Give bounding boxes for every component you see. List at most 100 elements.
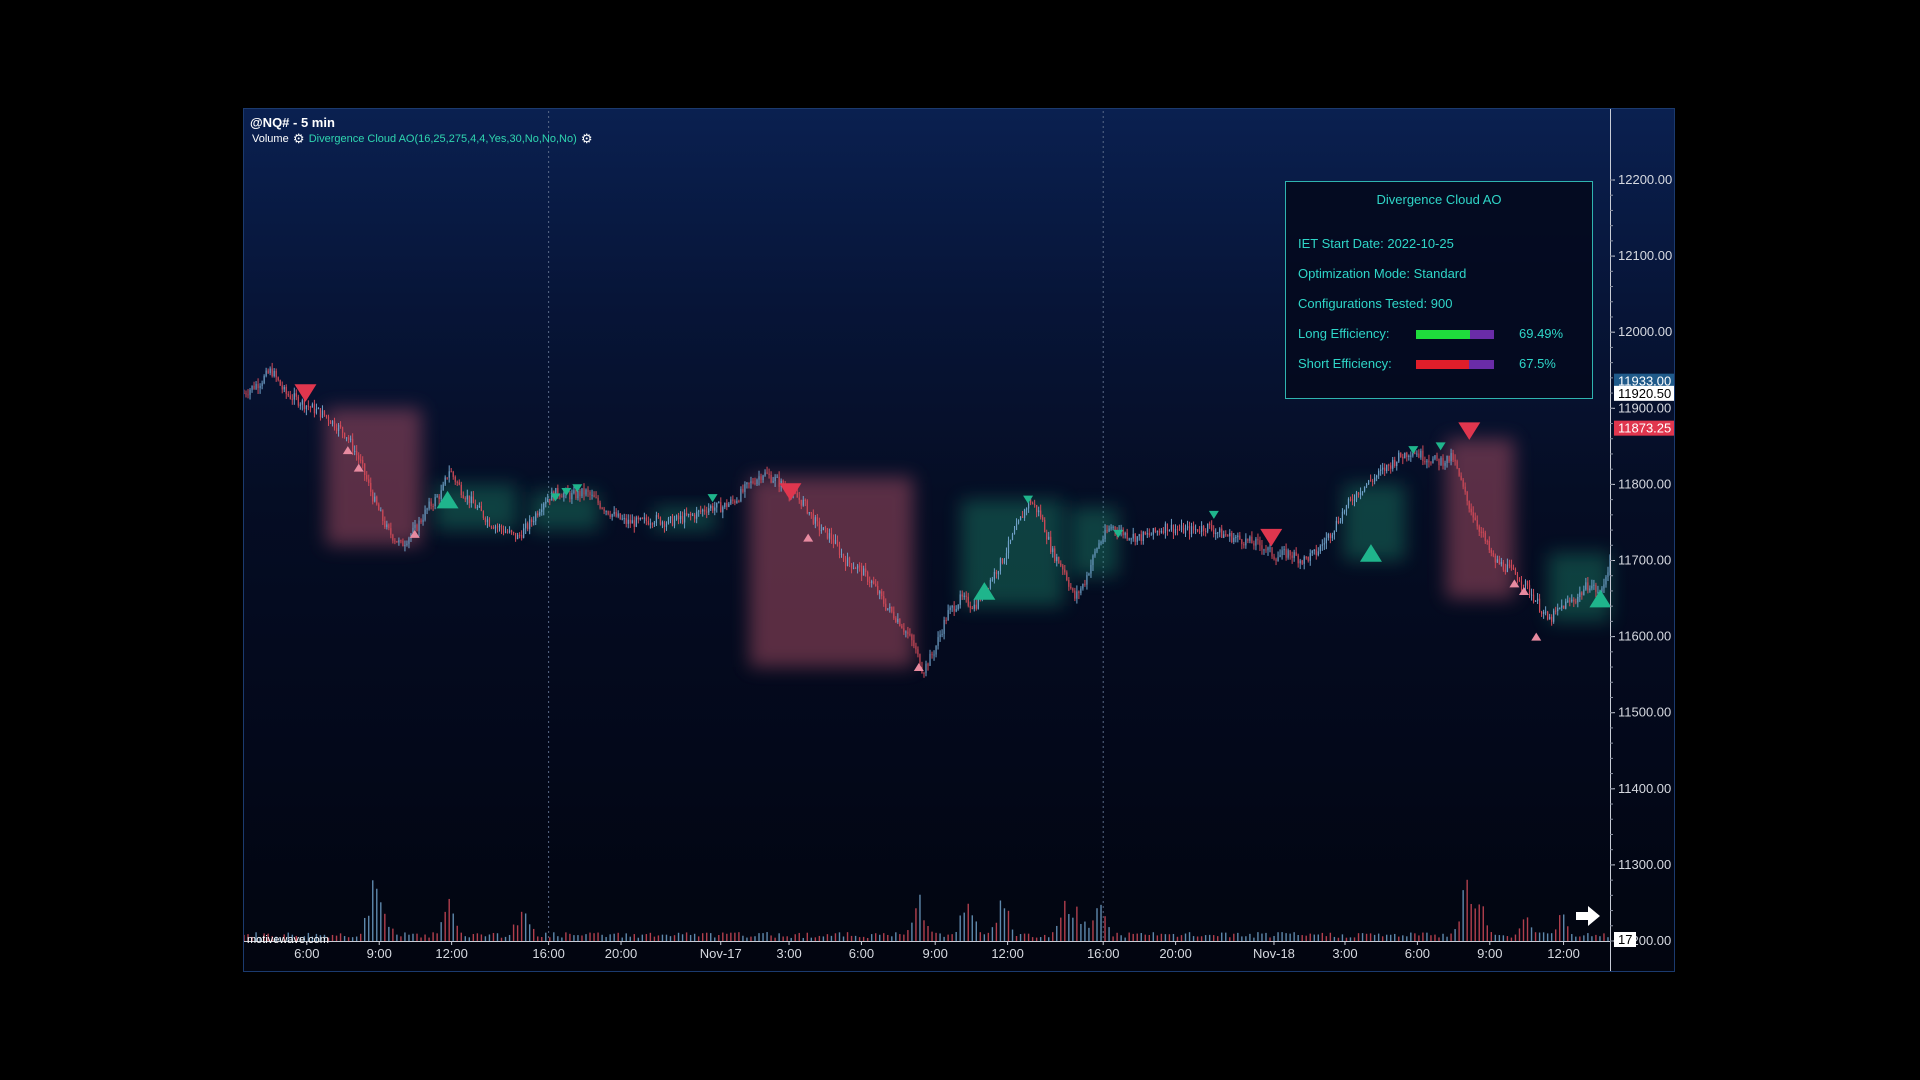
candle-body	[1231, 532, 1233, 542]
candle-body	[1174, 529, 1177, 534]
volume-bar	[476, 933, 479, 941]
volume-bar	[364, 917, 366, 941]
volume-bar	[528, 924, 531, 941]
candle-body	[661, 522, 664, 525]
volume-bar	[858, 937, 861, 941]
candle-body	[1510, 564, 1513, 568]
volume-bar	[1212, 935, 1215, 941]
candle-body	[1239, 535, 1241, 540]
candle-body	[337, 425, 340, 431]
candle-body	[1372, 480, 1374, 482]
bull-cloud	[1343, 484, 1406, 561]
candle-body	[846, 557, 849, 566]
candle-body	[1540, 611, 1543, 614]
volume-bar	[1204, 935, 1207, 941]
candle-body	[1345, 505, 1348, 512]
candle-body	[873, 581, 875, 584]
candle-body	[1410, 455, 1412, 457]
candle-body	[1203, 526, 1205, 531]
volume-bar	[1466, 879, 1468, 941]
divergence-marker-small	[707, 494, 718, 503]
volume-bar	[999, 900, 1002, 941]
volume-bar	[1249, 933, 1251, 941]
candle-body	[301, 400, 303, 405]
candle-body	[774, 477, 776, 482]
volume-bar	[746, 937, 748, 941]
candle-body	[295, 393, 297, 397]
candle-body	[1263, 549, 1265, 551]
study-row: Volume ⚙ Divergence Cloud AO(16,25,275,4…	[252, 131, 593, 146]
volume-bar	[1200, 936, 1203, 941]
x-tick-label: 9:00	[923, 946, 948, 961]
candle-body	[1585, 582, 1587, 590]
volume-bar	[1188, 932, 1191, 941]
candle-body	[452, 471, 454, 477]
volume-bar	[1365, 933, 1368, 941]
bull-cloud	[961, 499, 1064, 607]
candle-body	[1068, 580, 1070, 587]
volume-bar	[319, 935, 322, 941]
volume-bar	[500, 937, 503, 941]
candle-body	[327, 416, 330, 422]
candle-body	[352, 438, 354, 452]
candle-body	[432, 505, 434, 507]
volume-bar	[468, 937, 471, 941]
candle-body	[510, 530, 513, 533]
volume-bar	[1361, 933, 1364, 941]
volume-bar	[919, 894, 921, 941]
candle-body	[1080, 588, 1082, 594]
candle-body	[1530, 594, 1533, 596]
volume-bar	[1027, 933, 1030, 941]
volume-bar	[1285, 933, 1287, 941]
volume-bar	[834, 933, 837, 941]
price-chart[interactable]: 12200.00 12100.00 12000.00 11900.00 11800.00…	[244, 109, 1675, 972]
candle-body	[611, 514, 613, 517]
volume-study-label[interactable]: Volume	[252, 133, 289, 145]
candle-body	[1064, 569, 1066, 573]
candle-body	[1551, 616, 1553, 622]
volume-bar	[428, 937, 430, 941]
candle-body	[1182, 525, 1185, 534]
candle-body	[1587, 582, 1589, 591]
candle-body	[1303, 556, 1305, 564]
candle-body	[704, 509, 706, 512]
candle-body	[1482, 531, 1484, 533]
volume-bar	[593, 933, 595, 941]
candle-body	[1583, 589, 1585, 595]
volume-bar	[1498, 935, 1501, 941]
candle-body	[386, 524, 388, 528]
candle-body	[740, 488, 742, 502]
candle-body	[1221, 528, 1223, 538]
volume-bar	[1426, 932, 1428, 941]
candle-body	[392, 534, 394, 541]
divergence-study-label[interactable]: Divergence Cloud AO(16,25,275,4,4,Yes,30…	[308, 133, 577, 145]
candle-body	[1440, 457, 1442, 466]
study-settings-gear-icon[interactable]: ⚙	[580, 131, 593, 146]
volume-settings-gear-icon[interactable]: ⚙	[292, 131, 305, 146]
candle-body	[1241, 539, 1243, 545]
volume-bar	[440, 922, 442, 941]
candle-body	[1382, 467, 1384, 470]
candle-body	[492, 527, 495, 529]
candle-body	[959, 594, 961, 605]
volume-bar	[1333, 936, 1336, 941]
candle-body	[1086, 575, 1088, 585]
volume-bar	[1072, 917, 1074, 941]
candle-body	[531, 519, 533, 522]
candle-body	[1392, 459, 1394, 469]
candle-body	[1094, 551, 1096, 556]
candle-body	[1154, 528, 1156, 532]
volume-bar	[1502, 935, 1505, 941]
candle-body	[1359, 492, 1362, 495]
volume-bar	[1313, 934, 1315, 941]
y-tick-label: 11900.00	[1618, 400, 1671, 415]
scroll-to-latest-arrow-icon[interactable]	[1575, 905, 1601, 927]
chart-window[interactable]: 12200.00 12100.00 12000.00 11900.00 11800.00…	[243, 108, 1675, 972]
candle-body	[671, 516, 674, 526]
candle-body	[1581, 592, 1583, 595]
candle-body	[694, 514, 696, 519]
candle-body	[1317, 551, 1319, 556]
x-tick-label: 16:00	[1087, 946, 1120, 961]
volume-bar	[380, 902, 382, 941]
candle-body	[1524, 580, 1527, 587]
